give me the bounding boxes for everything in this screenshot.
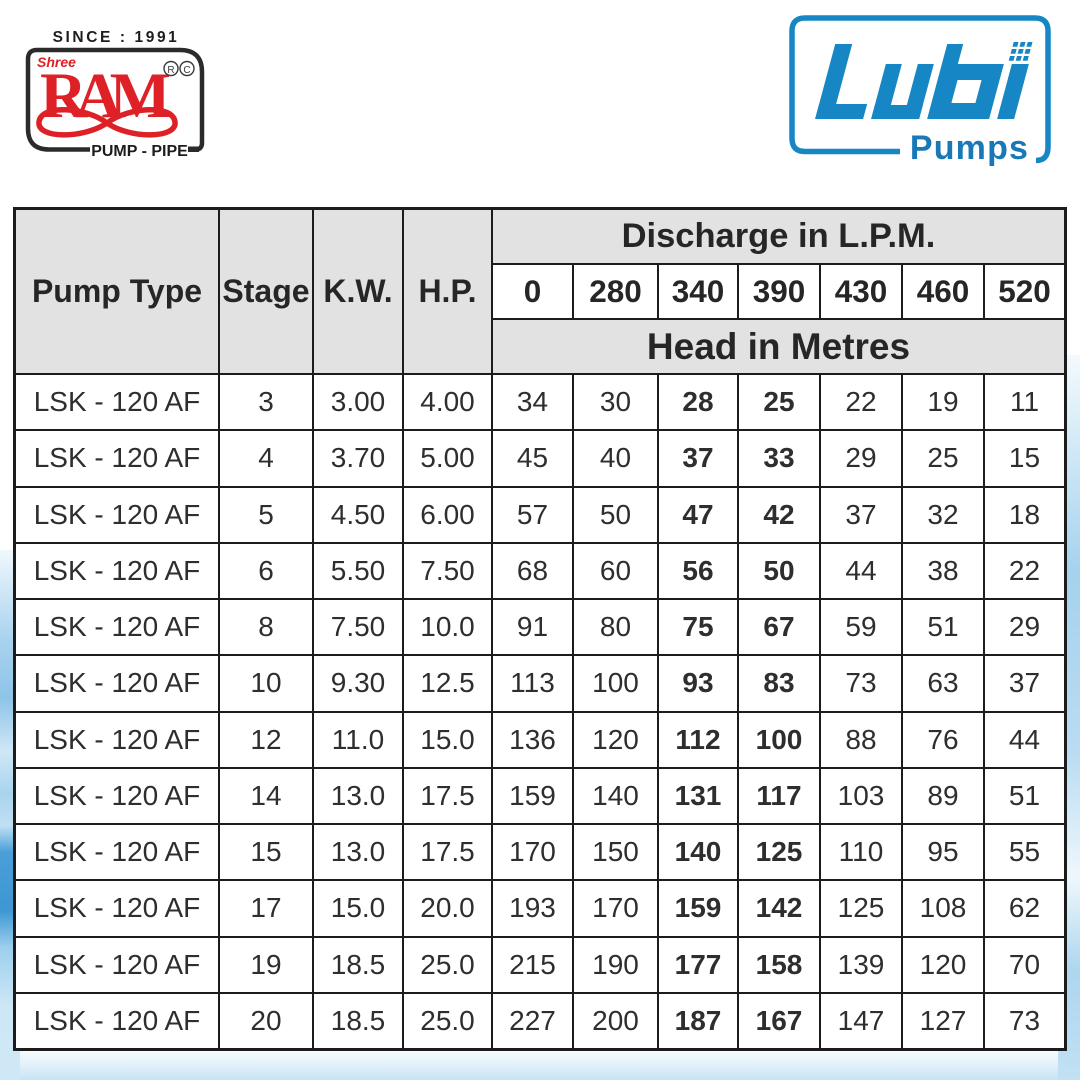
svg-text:C: C xyxy=(183,65,190,76)
svg-text:Pumps: Pumps xyxy=(910,129,1029,167)
svg-text:SINCE : 1991: SINCE : 1991 xyxy=(53,29,180,46)
svg-text:R: R xyxy=(167,65,174,76)
svg-text:Shree: Shree xyxy=(37,54,76,70)
svg-text:PUMP - PIPE: PUMP - PIPE xyxy=(91,143,188,160)
